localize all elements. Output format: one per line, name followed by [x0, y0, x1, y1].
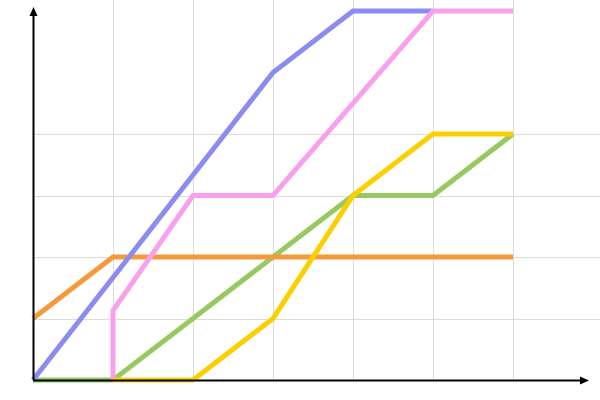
- gridlines-horizontal: [33, 134, 600, 320]
- series-line-pink: [110, 8, 513, 380]
- y-axis-arrowhead: [29, 7, 38, 16]
- x-axis-arrowhead: [580, 376, 589, 385]
- series-line-orange: [31, 254, 513, 321]
- gridlines-vertical: [113, 0, 514, 380]
- axis-group: [29, 7, 589, 385]
